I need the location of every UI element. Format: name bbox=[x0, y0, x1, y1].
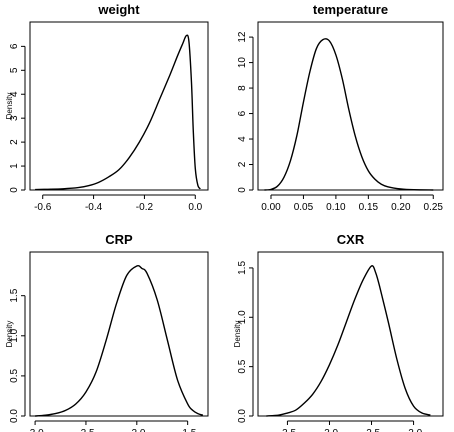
y-axis-label-cxr: Density bbox=[233, 321, 242, 348]
x-tick-label: -0.4 bbox=[85, 202, 103, 213]
y-tick-label: 0.0 bbox=[9, 409, 20, 423]
x-tick-label: -3.5 bbox=[279, 428, 297, 432]
x-tick-label: 0.20 bbox=[391, 202, 411, 213]
x-tick-label: 0.15 bbox=[359, 202, 379, 213]
y-axis-label-crp: Density bbox=[5, 321, 14, 348]
y-tick-label: 0.5 bbox=[237, 359, 248, 373]
panel-title-cxr: CXR bbox=[337, 232, 365, 247]
y-tick-label: 1 bbox=[9, 163, 20, 169]
x-tick-label: -3.0 bbox=[26, 428, 44, 432]
y-tick-label: 1.0 bbox=[9, 328, 20, 342]
plot-frame-cxr bbox=[257, 251, 444, 417]
panel-title-weight: weight bbox=[97, 2, 140, 17]
y-tick-label: 0.5 bbox=[9, 369, 20, 383]
x-tick-label: 0.25 bbox=[424, 202, 444, 213]
x-tick-label: 0.10 bbox=[326, 202, 346, 213]
y-tick-label: 8 bbox=[237, 85, 248, 91]
y-tick-label: 0 bbox=[9, 187, 20, 193]
y-tick-label: 0 bbox=[237, 187, 248, 193]
panel-title-temperature: temperature bbox=[313, 2, 388, 17]
density-curve-weight bbox=[35, 34, 201, 191]
y-tick-label: 1.5 bbox=[9, 288, 20, 302]
y-tick-label: 12 bbox=[237, 31, 248, 43]
y-tick-label: 10 bbox=[237, 57, 248, 69]
y-tick-label: 4 bbox=[237, 136, 248, 142]
y-tick-label: 3 bbox=[9, 115, 20, 121]
x-tick-label: -2.5 bbox=[77, 428, 95, 432]
x-tick-label: -2.0 bbox=[405, 428, 423, 432]
x-tick-label: 0.05 bbox=[294, 202, 314, 213]
y-tick-label: 4 bbox=[9, 91, 20, 97]
y-tick-label: 5 bbox=[9, 67, 20, 73]
y-tick-label: 2 bbox=[237, 161, 248, 167]
plot-frame-crp bbox=[29, 251, 209, 417]
y-axis-label-weight: Density bbox=[5, 93, 14, 120]
y-tick-label: 0.0 bbox=[237, 409, 248, 423]
plot-frame-temperature bbox=[257, 21, 444, 191]
x-tick-label: 0.00 bbox=[261, 202, 281, 213]
x-tick-label: -2.0 bbox=[128, 428, 146, 432]
panel-crp: CRP Density -3.0 -2.5 -2.0 -1.5 0.0 0.5 1.0 1.5 bbox=[5, 232, 209, 432]
y-tick-label: 6 bbox=[9, 43, 20, 49]
density-curve-crp bbox=[35, 265, 204, 417]
y-tick-label: 2 bbox=[9, 139, 20, 145]
density-curve-cxr bbox=[266, 265, 431, 417]
y-tick-label: 1.0 bbox=[237, 310, 248, 324]
panel-title-crp: CRP bbox=[105, 232, 133, 247]
x-tick-label: -0.2 bbox=[136, 202, 154, 213]
plot-frame-weight bbox=[29, 21, 209, 191]
panel-cxr: CXR Density -3.5 -3.0 -2.5 -2.0 0.0 0.5 1.0 1.5 bbox=[233, 232, 444, 432]
panel-temperature: temperature 0.00 0.05 0.10 0.15 0.20 0.25 0 2 4 6… bbox=[237, 2, 444, 213]
x-tick-label: -1.5 bbox=[179, 428, 197, 432]
x-tick-label: -0.6 bbox=[34, 202, 52, 213]
y-tick-label: 1.5 bbox=[237, 261, 248, 275]
x-tick-label: 0.0 bbox=[188, 202, 202, 213]
density-curve-temperature bbox=[264, 38, 434, 191]
panel-weight: weight Density -0.6 -0.4 -0.2 0.0 0 1 2 3 4 5 6 bbox=[5, 2, 209, 213]
y-tick-label: 6 bbox=[237, 110, 248, 116]
x-tick-label: -2.5 bbox=[363, 428, 381, 432]
x-tick-label: -3.0 bbox=[321, 428, 339, 432]
